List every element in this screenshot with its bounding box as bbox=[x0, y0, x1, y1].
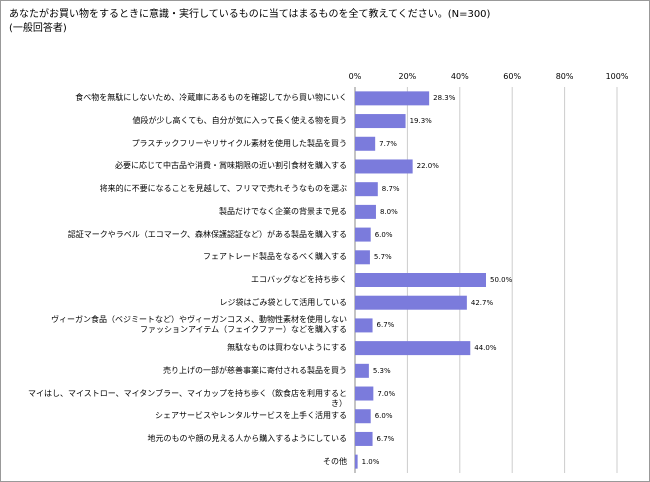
value-label: 42.7% bbox=[470, 298, 494, 307]
bar bbox=[355, 341, 471, 356]
value-label: 8.0% bbox=[379, 207, 398, 216]
bar bbox=[355, 454, 358, 469]
value-label: 6.7% bbox=[376, 321, 395, 330]
value-label: 28.3% bbox=[433, 94, 456, 103]
x-tick-label: 80% bbox=[555, 72, 574, 81]
bar bbox=[355, 273, 486, 287]
value-label: 6.0% bbox=[374, 412, 393, 421]
y-tick-label: エコバッグなどを持ち歩く bbox=[251, 275, 347, 284]
chart-subtitle: (一般回答者) bbox=[9, 23, 67, 34]
y-tick-label: ヴィーガン食品（ベジミートなど）やヴィーガンコスメ、動物性素材を使用しない ファ… bbox=[51, 315, 347, 335]
y-tick-label: 必要に応じて中古品や消費・賞味期限の近い割引食材を購入する bbox=[115, 161, 347, 171]
value-label: 6.0% bbox=[374, 230, 393, 239]
bar bbox=[355, 409, 371, 424]
y-tick-label: 無駄なものは買わないようにする bbox=[227, 343, 347, 353]
value-label: 5.3% bbox=[372, 366, 391, 375]
bar bbox=[355, 318, 373, 333]
y-tick-label: シェアサービスやレンタルサービスを上手く活用する bbox=[155, 411, 347, 421]
x-tick-label: 60% bbox=[503, 72, 522, 81]
bar bbox=[355, 386, 374, 401]
x-tick-label: 20% bbox=[398, 72, 417, 81]
chart-title: あなたがお買い物をするときに意識・実行しているものに当てはまるものを全て教えてく… bbox=[9, 9, 491, 20]
bar bbox=[355, 182, 378, 197]
x-tick-label: 40% bbox=[450, 72, 469, 81]
bar bbox=[355, 204, 376, 219]
value-label: 19.3% bbox=[409, 117, 432, 126]
value-label: 1.0% bbox=[361, 457, 380, 466]
bar bbox=[355, 114, 406, 129]
y-tick-label: マイはし、マイストロー、マイタンブラー、マイカップを持ち歩く（飲食店を利用すると… bbox=[27, 388, 347, 408]
value-label: 44.0% bbox=[474, 344, 497, 353]
x-tick-label: 100% bbox=[605, 72, 629, 81]
bar bbox=[355, 227, 371, 242]
value-label: 8.7% bbox=[381, 185, 400, 194]
value-label: 6.7% bbox=[376, 434, 395, 443]
y-tick-label: 食べ物を無駄にしないため、冷蔵庫にあるものを確認してから買い物にいく bbox=[75, 93, 347, 103]
y-tick-label: 値段が少し高くても、自分が気に入って長く使える物を買う bbox=[132, 116, 347, 126]
value-label: 7.7% bbox=[379, 139, 397, 148]
y-tick-label: 認証マークやラベル（エコマーク、森林保護認証など）がある製品を購入する bbox=[67, 229, 347, 239]
bar bbox=[355, 250, 370, 265]
bar bbox=[355, 295, 467, 310]
y-tick-label: プラスチックフリーやリサイクル素材を使用した製品を買う bbox=[131, 138, 347, 148]
bar bbox=[355, 91, 430, 106]
y-tick-label: 地元のものや顔の見える人から購入するようにしている bbox=[147, 433, 347, 443]
y-tick-label: 売り上げの一部が慈善事業に寄付される製品を買う bbox=[163, 365, 347, 375]
y-tick-label: フェアトレード製品をなるべく購入する bbox=[203, 252, 347, 262]
y-tick-label: レジ袋はごみ袋として活用している bbox=[219, 297, 347, 307]
bar bbox=[355, 159, 413, 174]
x-tick-label: 0% bbox=[348, 72, 362, 81]
bar bbox=[355, 431, 373, 446]
value-label: 22.0% bbox=[416, 162, 439, 171]
y-tick-label: その他 bbox=[323, 456, 347, 466]
bar bbox=[355, 363, 369, 378]
value-label: 5.7% bbox=[373, 253, 392, 262]
y-tick-label: 製品だけでなく企業の背景まで見る bbox=[219, 206, 347, 216]
y-tick-label: 将来的に不要になることを見越して、フリマで売れそうなものを選ぶ bbox=[99, 184, 347, 194]
value-label: 7.0% bbox=[377, 389, 396, 398]
bar bbox=[355, 136, 376, 151]
value-label: 50.0% bbox=[490, 276, 513, 284]
